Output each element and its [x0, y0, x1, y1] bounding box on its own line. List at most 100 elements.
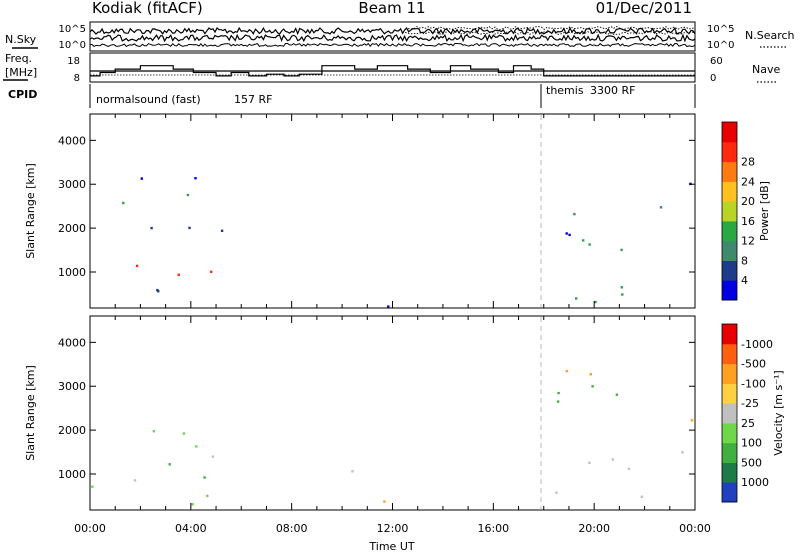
y-tick-label: 2000	[58, 424, 86, 437]
freq-tick-bottom: 8	[74, 73, 80, 84]
rti-cell	[387, 305, 390, 308]
rti-cell	[133, 479, 137, 482]
rti-cell	[157, 290, 160, 293]
colorbar-tick-label: -25	[741, 397, 759, 410]
rti-cell	[615, 393, 619, 396]
x-tick-label: 04:00	[175, 522, 207, 535]
rti-cell	[573, 212, 576, 216]
nsearch-trace-line	[405, 25, 695, 30]
nsearch-label: N.Search	[745, 29, 795, 42]
colorbar-swatch	[722, 422, 737, 444]
power-x-ticks	[89, 114, 696, 308]
velocity-panel: 1000 2000 3000 4000 00:00 04:00 08:00 12:00 16:…	[24, 315, 785, 553]
nsky-label: N.Sky	[5, 33, 37, 46]
y-tick-label: 4000	[58, 336, 86, 349]
rti-cell	[588, 461, 591, 464]
colorbar-swatch	[722, 280, 737, 301]
rti-cell	[611, 458, 614, 461]
cpid-mode-2-name: themis	[546, 84, 584, 97]
rti-cell	[91, 485, 94, 488]
colorbar-frame	[721, 323, 738, 503]
colorbar-swatch	[722, 343, 737, 365]
power-panel: 1000 2000 3000 4000 Slant Range [km] 4 8 12 16…	[24, 113, 771, 309]
colorbar-tick-label: 1000	[741, 476, 769, 489]
nsearch-tick-top: 10^5	[707, 24, 734, 35]
power-ylabel: Slant Range [km]	[24, 163, 37, 259]
colorbar-swatch	[722, 363, 737, 384]
rti-cell	[122, 201, 125, 205]
x-tick-label: 00:00	[74, 522, 106, 535]
rti-cell	[565, 232, 568, 235]
rti-cell	[575, 297, 578, 300]
rti-cell	[182, 432, 186, 435]
rti-cell	[195, 445, 198, 448]
colorbar-tick-label: 12	[741, 235, 755, 248]
colorbar-swatch	[722, 141, 737, 163]
colorbar-swatch	[722, 122, 737, 143]
velocity-ylabel: Slant Range [km]	[24, 365, 37, 461]
nsky-traces	[89, 25, 696, 48]
colorbar-tick-label: 16	[741, 215, 755, 228]
velocity-x-axis: 00:00 04:00 08:00 12:00 16:00 20:00 00:00	[74, 316, 711, 535]
freq-trace	[90, 65, 695, 77]
freq-panel	[89, 52, 696, 83]
x-tick-label: 20:00	[578, 522, 610, 535]
colorbar-swatch	[722, 324, 737, 345]
velocity-plot-frame	[89, 315, 696, 511]
freq-label-1: Freq.	[5, 52, 32, 65]
rti-cell	[140, 177, 143, 180]
rti-cell	[135, 264, 139, 268]
colorbar-swatch	[722, 260, 737, 281]
colorbar-swatch	[722, 482, 737, 503]
y-tick-label: 1000	[58, 468, 86, 481]
x-tick-label: 00:00	[679, 522, 711, 535]
cpid-mode-1-id: 157 RF	[234, 93, 272, 106]
x-tick-label: 16:00	[477, 522, 509, 535]
rti-cell	[555, 491, 558, 494]
colorbar-tick-label: 28	[741, 156, 755, 169]
rti-cell	[220, 229, 224, 232]
velocity-xlabel: Time UT	[368, 540, 414, 553]
nsky-tick-top: 10^5	[59, 24, 86, 35]
cpid-label: CPID	[8, 88, 37, 101]
y-tick-label: 2000	[58, 222, 86, 235]
nsky-trace-line	[89, 26, 696, 36]
rti-cell	[203, 476, 206, 479]
colorbar-tick-label: 4	[741, 274, 748, 287]
colorbar-swatch	[722, 161, 737, 182]
rti-cell	[690, 419, 694, 422]
rti-cell	[594, 300, 597, 304]
velocity-data-scatter	[91, 369, 694, 506]
velocity-colorbar: 1000 500 100 25 -25 -100 -500 -1000	[721, 323, 773, 503]
cpid-mode-1-name: normalsound (fast)	[96, 93, 201, 106]
rti-cell	[568, 233, 571, 237]
nave-label: Nave	[752, 63, 780, 76]
rti-cell	[188, 226, 191, 230]
power-colorbar-label: Power [dB]	[758, 181, 771, 241]
rti-cell	[591, 385, 594, 388]
beam-title: Beam 11	[358, 0, 425, 17]
rti-cell	[621, 293, 624, 296]
cpid-mode-2-id: 3300 RF	[590, 84, 635, 97]
colorbar-swatch	[722, 442, 737, 463]
freq-tick-top: 18	[67, 56, 80, 67]
rti-cell	[206, 494, 209, 498]
nsearch-trace-line	[405, 30, 696, 35]
colorbar-tick-label: 8	[741, 254, 748, 267]
nsky-trace-line	[89, 33, 696, 43]
colorbar-frame	[721, 121, 738, 301]
rti-cell	[627, 467, 631, 470]
rti-cell	[681, 451, 684, 454]
colorbar-tick-label: 25	[741, 417, 755, 430]
velocity-colorbar-label: Velocity [m s⁻¹]	[772, 370, 785, 455]
nsky-trace-line	[89, 42, 696, 48]
power-y-axis: 1000 2000 3000 4000	[58, 134, 695, 279]
rti-cell	[589, 373, 592, 376]
y-tick-label: 1000	[58, 266, 86, 279]
rti-cell	[152, 430, 155, 433]
rti-cell	[186, 193, 190, 197]
rti-cell	[582, 239, 585, 242]
velocity-y-axis: 1000 2000 3000 4000	[58, 336, 695, 481]
rti-cell	[211, 455, 215, 458]
